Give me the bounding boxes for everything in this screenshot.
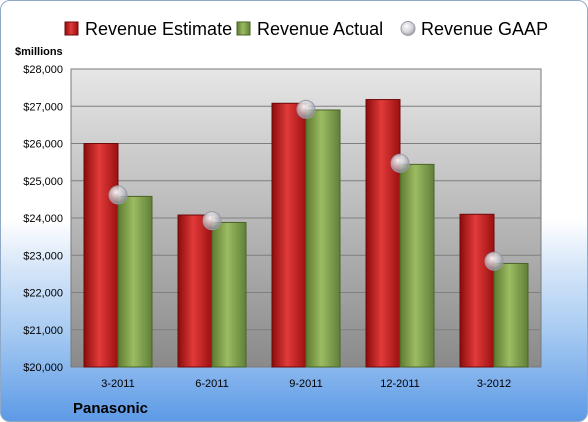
y-axis-label: $millions [15,46,63,58]
bar-revenue-estimate [177,214,213,368]
legend-swatch [236,21,251,36]
x-tick-label: 12-2011 [380,378,420,390]
gaap-markers [108,99,504,271]
y-tick-label: $26,000 [23,139,63,151]
marker-revenue-gaap [202,211,222,231]
bar-revenue-estimate [365,99,401,368]
x-tick-label: 6-2011 [195,378,228,390]
legend: Revenue Estimate Revenue Actual Revenue GA… [64,19,548,39]
bar-revenue-actual [117,195,153,368]
company-name: Panasonic [73,400,148,417]
y-tick-label: $28,000 [23,64,63,76]
y-tick-label: $20,000 [23,362,63,374]
legend-revenue-estimate: Revenue Estimate [85,19,232,39]
x-tick-label: 3-2012 [477,378,511,390]
y-axis-ticks: $20,000 $21,000 $22,000 $23,000 $24,000 $25,0… [23,64,63,374]
x-axis-ticks: 3-2011 6-2011 9-2011 12-2011 3-2012 [101,378,511,390]
marker-revenue-gaap [390,153,410,173]
legend-revenue-gaap: Revenue GAAP [421,19,548,39]
y-tick-label: $27,000 [23,101,63,113]
y-tick-label: $25,000 [23,176,63,188]
bar-revenue-estimate [83,143,119,368]
legend-revenue-actual: Revenue Actual [257,19,383,39]
legend-swatch [400,21,416,36]
bar-revenue-actual [305,109,341,368]
y-tick-label: $21,000 [23,325,63,337]
legend-swatch [64,21,79,36]
bar-revenue-estimate [271,102,307,368]
y-tick-label: $24,000 [23,213,63,225]
bars [83,99,529,368]
bar-revenue-actual [493,262,529,368]
marker-revenue-gaap [108,185,128,205]
y-tick-label: $23,000 [23,250,63,262]
marker-revenue-gaap [484,251,504,271]
x-tick-label: 9-2011 [289,378,322,390]
bar-revenue-estimate [459,213,495,368]
marker-revenue-gaap [296,99,316,119]
bar-revenue-actual [211,221,247,368]
bar-revenue-actual [399,163,435,368]
x-tick-label: 3-2011 [101,378,134,390]
y-tick-label: $22,000 [23,288,63,300]
